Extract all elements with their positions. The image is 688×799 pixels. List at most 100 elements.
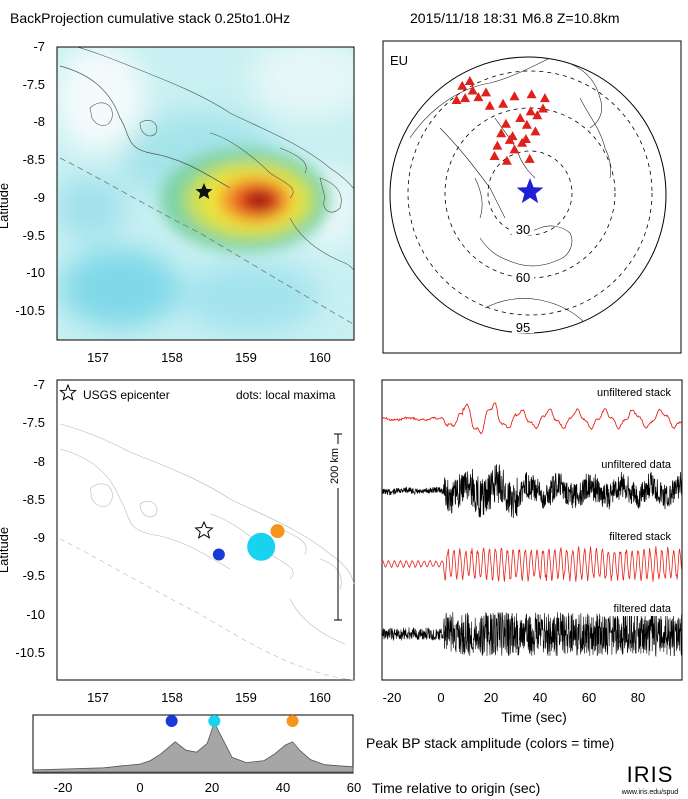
triangle-icon xyxy=(524,153,535,163)
xtick: 20 xyxy=(205,780,219,795)
ytick: -8.5 xyxy=(23,492,45,507)
triangle-icon xyxy=(530,126,541,136)
xtick: 40 xyxy=(276,780,290,795)
profile-area xyxy=(32,715,354,773)
xtick: 159 xyxy=(235,690,257,705)
backprojection-heatmap-panel: Latitude -7 -7.5 -8 -8.5 -9 -9.5 -10 -10… xyxy=(0,39,355,365)
star-icon xyxy=(194,520,214,539)
triangle-icon xyxy=(538,103,548,113)
ytick: -10 xyxy=(26,607,45,622)
xtick: 20 xyxy=(484,690,498,705)
xtick: 158 xyxy=(161,350,183,365)
triangle-icon xyxy=(509,91,520,101)
profile-area-shape xyxy=(32,721,354,773)
trace-label: filtered stack xyxy=(609,531,671,543)
xtick: 158 xyxy=(161,690,183,705)
triangle-icon xyxy=(457,80,468,90)
ring-label-95: 95 xyxy=(516,320,530,335)
ytick: -7 xyxy=(33,39,45,54)
bottom-map-yticks: -7 -7.5 -8 -8.5 -9 -9.5 -10 -10.5 xyxy=(15,377,45,660)
scale-label: 200 km xyxy=(329,448,341,484)
star-icon xyxy=(59,383,77,401)
triangle-icon xyxy=(492,140,503,150)
xtick: 40 xyxy=(533,690,547,705)
triangle-icon xyxy=(501,155,512,165)
top-map-ylabel: Latitude xyxy=(0,183,11,229)
local-maxima-map-panel: USGS epicenter dots: local maxima 200 km… xyxy=(0,377,355,705)
ytick: -10.5 xyxy=(15,303,45,318)
trace-unfiltered-stack xyxy=(381,402,682,435)
profile-caption: Peak BP stack amplitude (colors = time) xyxy=(366,735,614,751)
trace-label: unfiltered data xyxy=(601,459,672,471)
trace-xlabel: Time (sec) xyxy=(501,709,567,725)
xtick: 157 xyxy=(87,690,109,705)
xtick: -20 xyxy=(54,780,73,795)
triangle-icon xyxy=(539,93,550,103)
ytick: -7.5 xyxy=(23,77,45,92)
local-maximum-dot xyxy=(270,524,285,539)
local-maxima-dots xyxy=(212,524,285,561)
legend-epicenter-label: USGS epicenter xyxy=(83,388,170,402)
triangle-icon xyxy=(525,106,536,116)
bottom-map-ylabel: Latitude xyxy=(0,527,11,573)
ytick: -9 xyxy=(33,190,45,205)
event-title: 2015/11/18 18:31 M6.8 Z=10.8km xyxy=(410,10,620,26)
peak-time-dot xyxy=(286,715,299,727)
star-icon xyxy=(195,183,213,199)
ytick: -9 xyxy=(33,530,45,545)
logo-text: IRIS xyxy=(627,762,674,787)
ytick: -10.5 xyxy=(15,645,45,660)
triangle-icon xyxy=(515,113,526,123)
triangle-icon xyxy=(481,87,491,97)
triangle-icon xyxy=(496,128,507,138)
xtick: 159 xyxy=(235,350,257,365)
xtick: 160 xyxy=(309,350,331,365)
star-icon xyxy=(516,178,544,204)
peak-time-dot xyxy=(165,715,178,727)
triangle-icon xyxy=(489,151,500,161)
chart-title: BackProjection cumulative stack 0.25to1.… xyxy=(10,10,291,26)
local-maximum-dot xyxy=(212,548,225,561)
ytick: -8 xyxy=(33,454,45,469)
xtick: 157 xyxy=(87,350,109,365)
network-label: EU xyxy=(390,53,408,68)
ring-label-30: 30 xyxy=(516,222,530,237)
peak-amplitude-profile-panel: -20 0 20 40 60 Peak BP stack amplitude (… xyxy=(32,714,679,796)
xtick: 0 xyxy=(437,690,444,705)
ring-label-60: 60 xyxy=(516,270,530,285)
top-map-yticks: -7 -7.5 -8 -8.5 -9 -9.5 -10 -10.5 xyxy=(15,39,45,318)
iris-logo: IRIS www.iris.edu/spud xyxy=(621,762,679,796)
triangle-icon xyxy=(464,76,475,85)
triangle-icon xyxy=(526,89,537,99)
legend-dots-label: dots: local maxima xyxy=(236,388,336,402)
seismogram-traces-panel: unfiltered stack unfiltered data filtere… xyxy=(381,379,683,725)
trace-lines xyxy=(381,402,683,657)
bottom-map-xticks: 157 158 159 160 xyxy=(87,690,331,705)
trace-label: filtered data xyxy=(614,603,672,615)
profile-xticks: -20 0 20 40 60 xyxy=(54,780,362,795)
xtick: 60 xyxy=(347,780,361,795)
trace-filtered-data xyxy=(381,611,683,657)
xtick: 0 xyxy=(136,780,143,795)
triangle-icon xyxy=(532,110,543,120)
xtick: 160 xyxy=(309,690,331,705)
triangle-icon xyxy=(500,118,511,128)
triangle-icon xyxy=(498,98,509,108)
logo-url: www.iris.edu/spud xyxy=(621,789,679,796)
triangle-icon xyxy=(521,119,532,129)
station-markers xyxy=(451,76,550,165)
ytick: -10 xyxy=(26,265,45,280)
triangle-icon xyxy=(467,85,478,95)
station-globe-panel: 30 60 95 EU xyxy=(382,40,682,354)
trace-xticks: -20 0 20 40 60 80 xyxy=(383,690,646,705)
top-map-xticks: 157 158 159 160 xyxy=(87,350,331,365)
trace-label: unfiltered stack xyxy=(597,387,671,399)
peak-time-dot xyxy=(208,715,221,727)
triangle-icon xyxy=(451,95,462,104)
xtick: -20 xyxy=(383,690,402,705)
triangle-icon xyxy=(509,144,520,154)
profile-xlabel: Time relative to origin (sec) xyxy=(372,780,540,796)
triangle-icon xyxy=(473,92,484,102)
triangle-icon xyxy=(484,100,495,110)
ytick: -7.5 xyxy=(23,415,45,430)
